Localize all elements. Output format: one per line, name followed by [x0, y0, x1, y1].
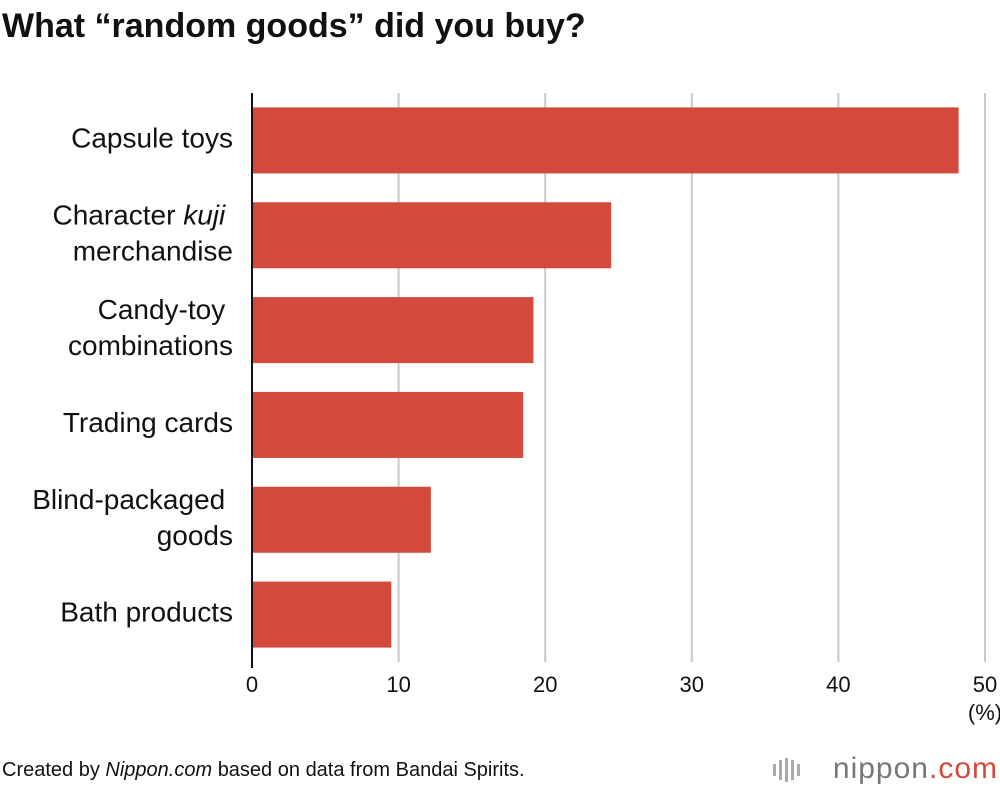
y-tick-label: Trading cards: [63, 407, 233, 438]
x-tick-label: 0: [246, 672, 258, 697]
bar: [252, 202, 612, 269]
bar: [252, 107, 959, 174]
source-note: Created by Nippon.com based on data from…: [2, 759, 525, 781]
logo-icon: [773, 758, 800, 782]
x-tick-label: 30: [680, 672, 704, 697]
x-tick-label: 20: [533, 672, 557, 697]
x-tick-label: 50: [973, 672, 997, 697]
x-tick-label: 10: [386, 672, 410, 697]
x-tick-label: 40: [826, 672, 850, 697]
logo: nippon.com: [833, 752, 998, 785]
x-axis-label: (%): [968, 700, 1000, 725]
y-tick-label: Candy-toy combinations: [68, 294, 233, 361]
bar: [252, 297, 534, 364]
bar: [252, 486, 431, 553]
y-tick-label: Capsule toys: [71, 123, 233, 154]
y-tick-label: Blind-packaged goods: [32, 484, 233, 551]
chart-title: What “random goods” did you buy?: [2, 7, 586, 45]
bar: [252, 581, 392, 648]
y-tick-label: Character kuji merchandise: [52, 200, 233, 267]
y-tick-label: Bath products: [60, 597, 233, 628]
bar: [252, 391, 524, 458]
